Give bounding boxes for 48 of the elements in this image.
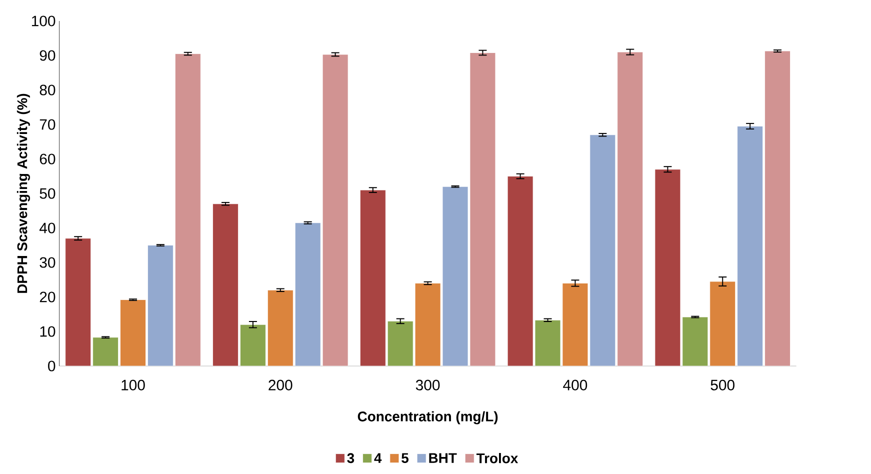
bar bbox=[710, 281, 736, 366]
legend-label: 4 bbox=[374, 453, 382, 463]
bar bbox=[174, 54, 201, 366]
bar bbox=[65, 238, 92, 366]
bar bbox=[92, 337, 118, 366]
y-tick-label: 40 bbox=[40, 222, 56, 234]
y-tick-label: 10 bbox=[40, 326, 56, 337]
legend-label: 5 bbox=[402, 453, 408, 463]
bar bbox=[414, 283, 441, 366]
bar bbox=[240, 324, 266, 366]
y-tick-label: 80 bbox=[40, 84, 56, 96]
bar bbox=[322, 54, 348, 366]
bar bbox=[470, 52, 496, 366]
bar bbox=[562, 283, 588, 366]
legend-label: Trolox bbox=[476, 452, 518, 464]
x-tick-label: 300 bbox=[416, 380, 440, 390]
y-axis-title: DPPH Scavenging Activity (%) bbox=[16, 94, 30, 293]
bar bbox=[590, 134, 616, 366]
y-tick-label: 0 bbox=[48, 360, 56, 372]
bar bbox=[387, 320, 414, 366]
y-tick-label: 70 bbox=[40, 119, 56, 130]
bar bbox=[294, 222, 321, 366]
bar bbox=[360, 190, 386, 366]
y-tick-label: 60 bbox=[40, 154, 56, 164]
legend-label: BHT bbox=[429, 453, 457, 463]
x-tick-label: 500 bbox=[710, 380, 734, 390]
bar bbox=[737, 126, 763, 366]
y-tick-label: 90 bbox=[40, 50, 56, 61]
y-tick-label: 100 bbox=[32, 16, 56, 26]
bar bbox=[212, 204, 238, 366]
y-tick-label: 50 bbox=[40, 188, 56, 199]
y-tick-label: 20 bbox=[40, 292, 56, 302]
x-tick-label: 400 bbox=[563, 380, 588, 390]
bar bbox=[682, 316, 708, 366]
x-tick-label: 100 bbox=[122, 380, 145, 390]
bar bbox=[120, 300, 146, 366]
bar bbox=[617, 52, 644, 366]
bar bbox=[654, 169, 681, 366]
bar bbox=[764, 50, 790, 366]
x-axis-title: Concentration (mg/L) bbox=[358, 411, 498, 424]
bar bbox=[442, 186, 468, 366]
y-tick-label: 30 bbox=[40, 257, 56, 268]
bar bbox=[507, 176, 534, 366]
x-tick-label: 200 bbox=[268, 380, 292, 390]
bar bbox=[534, 320, 561, 366]
bar bbox=[267, 290, 294, 366]
bar bbox=[148, 245, 174, 366]
legend-label: 3 bbox=[347, 453, 354, 464]
